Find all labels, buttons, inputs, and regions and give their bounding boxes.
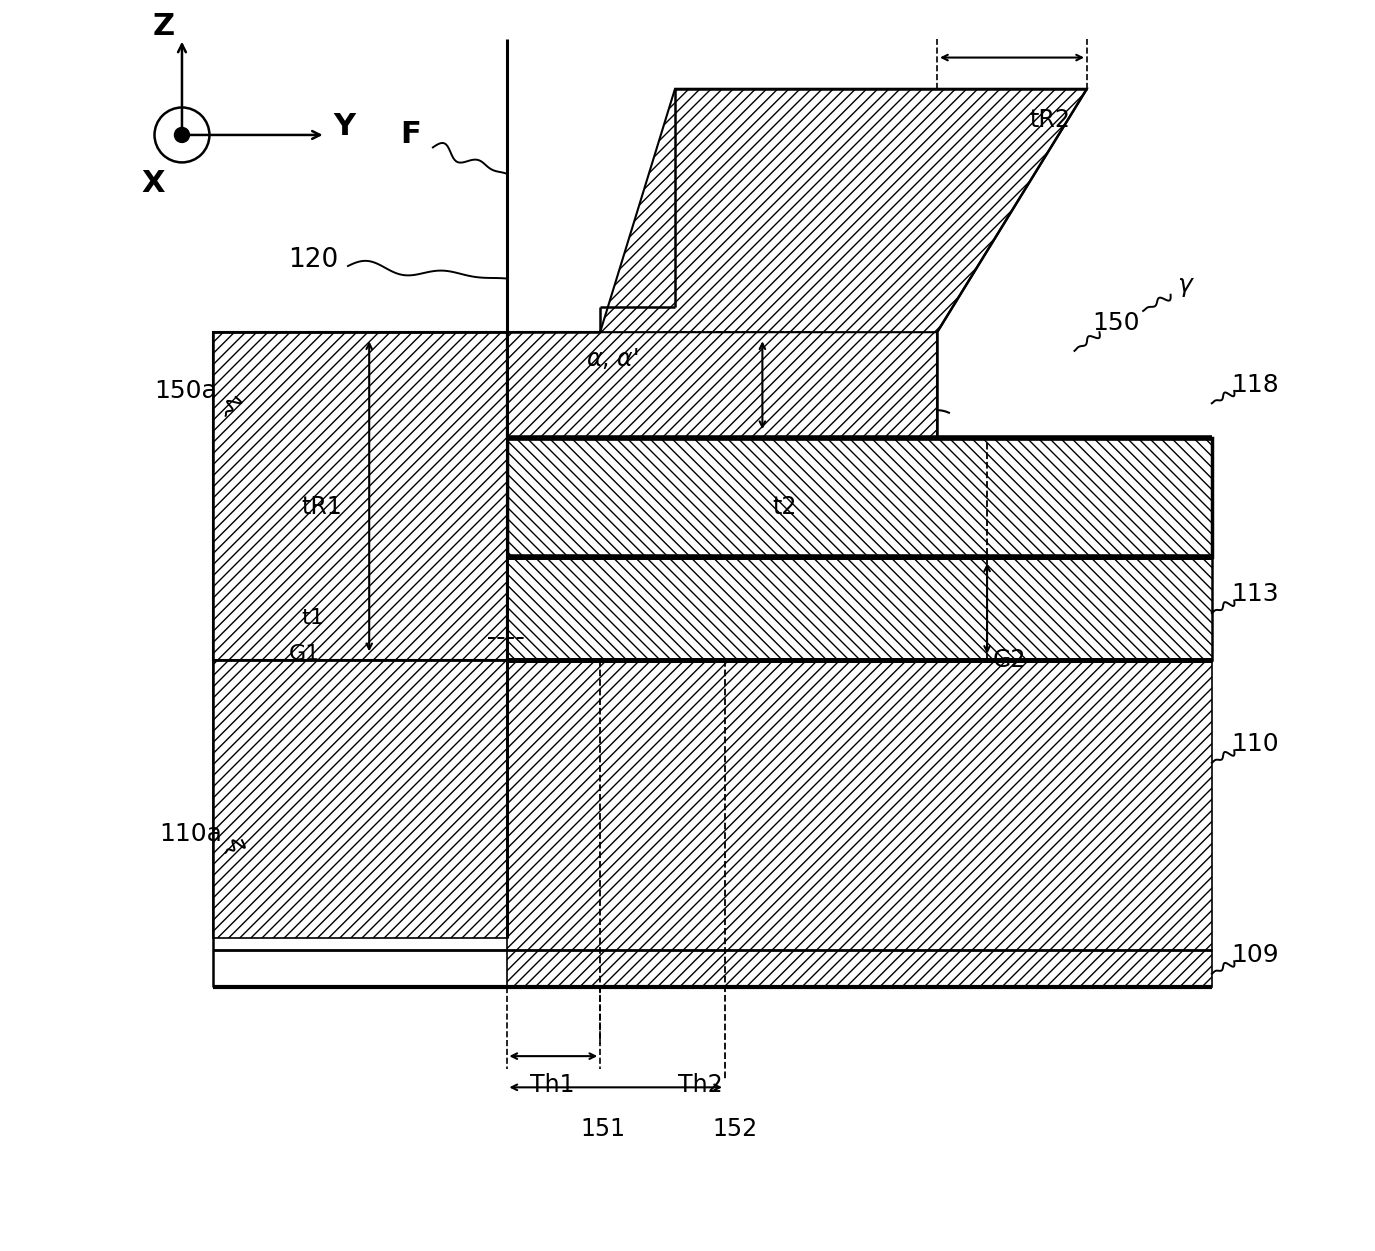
Text: tR2: tR2: [1028, 108, 1070, 131]
Polygon shape: [213, 333, 506, 661]
Text: X: X: [142, 169, 165, 198]
Text: $\alpha$, $\alpha$': $\alpha$, $\alpha$': [586, 345, 639, 370]
Text: tR1: tR1: [301, 495, 342, 519]
Text: 110: 110: [1232, 732, 1279, 756]
Text: t2: t2: [773, 495, 798, 519]
Text: 120: 120: [287, 246, 338, 273]
Text: 113: 113: [1232, 582, 1279, 607]
Text: G2: G2: [993, 648, 1026, 673]
Polygon shape: [213, 661, 506, 937]
Text: G1: G1: [289, 644, 320, 664]
Text: 152: 152: [712, 1117, 758, 1141]
Text: Y: Y: [333, 111, 355, 140]
Text: Th1: Th1: [531, 1073, 575, 1097]
Polygon shape: [506, 333, 938, 438]
Text: 150: 150: [1092, 311, 1140, 335]
Polygon shape: [506, 438, 1211, 557]
Circle shape: [175, 128, 190, 143]
Polygon shape: [600, 89, 1086, 333]
Polygon shape: [506, 557, 1211, 661]
Text: 109: 109: [1232, 943, 1279, 967]
Text: 150a: 150a: [154, 379, 217, 403]
Text: Z: Z: [153, 11, 175, 41]
Text: Th2: Th2: [678, 1073, 722, 1097]
Text: γ: γ: [1177, 273, 1192, 296]
Text: F: F: [400, 120, 421, 149]
Text: 118: 118: [1232, 373, 1279, 397]
Text: 110a: 110a: [160, 822, 223, 846]
Polygon shape: [506, 661, 1211, 987]
Text: 151: 151: [580, 1117, 626, 1141]
Text: t1: t1: [301, 608, 324, 628]
